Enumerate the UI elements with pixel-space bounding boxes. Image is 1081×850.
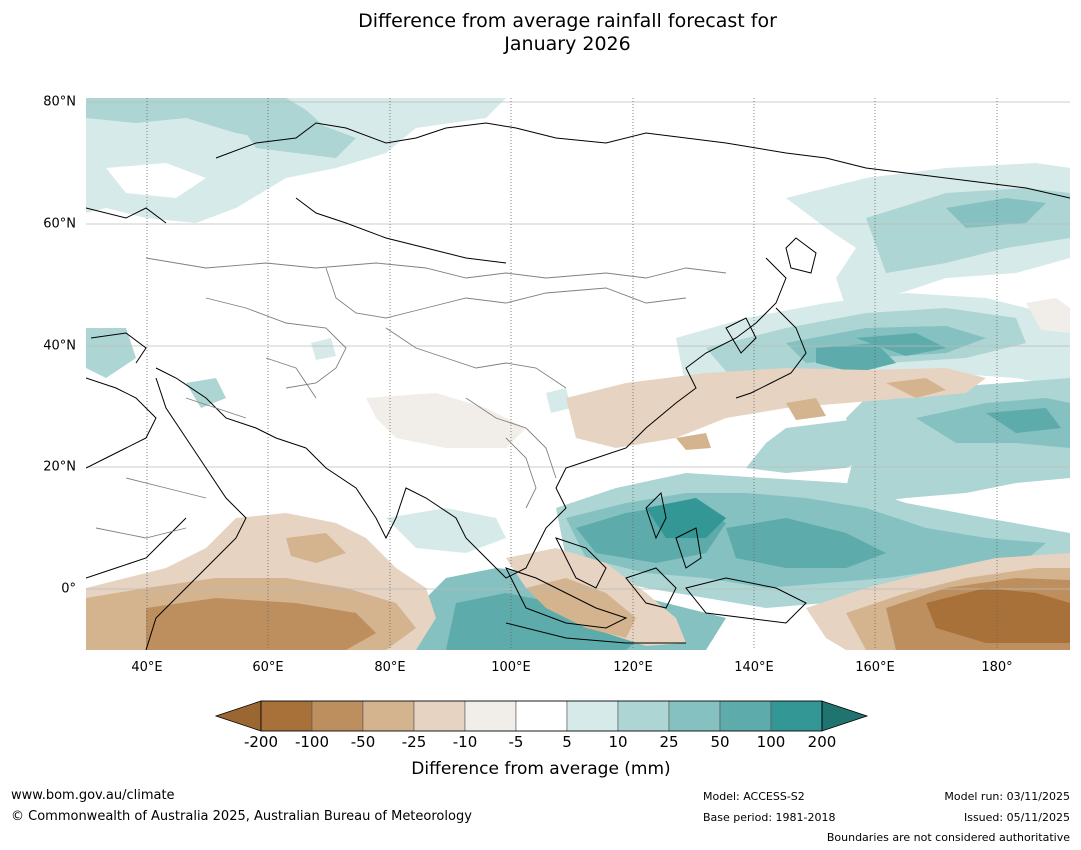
colorbar-tick-label: -10 (452, 733, 478, 751)
colorbar-tick-label: 50 (710, 733, 730, 751)
colorbar-tick-label: 5 (562, 733, 572, 751)
colorbar-below-arrow (214, 700, 262, 732)
y-tick-label: 80°N (43, 94, 76, 110)
x-tick-label: 80°E (374, 660, 406, 675)
rainfall-map (86, 98, 1070, 650)
meridians (146, 98, 998, 650)
x-tick-label: 100°E (491, 660, 531, 675)
model-name: Model: ACCESS-S2 (703, 790, 805, 803)
x-tick-label: 60°E (252, 660, 284, 675)
boundaries-disclaimer: Boundaries are not considered authoritat… (826, 831, 1070, 844)
x-tick-label: 120°E (613, 660, 653, 675)
y-tick-label: 20°N (43, 459, 76, 475)
map-canvas (86, 98, 1070, 650)
y-tick-label: 40°N (43, 338, 76, 354)
colorbar-above-arrow (821, 700, 869, 732)
colorbar-tick-label: -50 (350, 733, 376, 751)
colorbar-tick-label: 10 (608, 733, 628, 751)
y-tick-label: 60°N (43, 216, 76, 232)
colorbar-cell (311, 700, 364, 732)
title-line-1: Difference from average rainfall forecas… (358, 10, 777, 32)
colorbar-cell (515, 700, 568, 732)
website-link-text[interactable]: www.bom.gov.au/climate (11, 788, 175, 803)
model-run: Model run: 03/11/2025 (944, 790, 1070, 803)
issued-date: Issued: 05/11/2025 (963, 811, 1070, 824)
colorbar-cell (617, 700, 670, 732)
colorbar-cell (770, 700, 823, 732)
y-tick-label: 0° (61, 581, 76, 597)
colorbar-frame (260, 700, 823, 732)
country-boundaries (95, 257, 727, 539)
colorbar-cell (464, 700, 517, 732)
x-tick-label: 160°E (855, 660, 895, 675)
title-line-2: January 2026 (504, 33, 631, 55)
coastlines (86, 122, 1070, 650)
colorbar-cell (719, 700, 772, 732)
colorbar-cell (668, 700, 721, 732)
colorbar-tick-label: 25 (659, 733, 679, 751)
base-period: Base period: 1981-2018 (703, 811, 836, 824)
colorbar-cell (362, 700, 415, 732)
colorbar-title: Difference from average (mm) (411, 759, 671, 779)
colorbar-tick-label: 200 (807, 733, 837, 751)
copyright: © Commonwealth of Australia 2025, Austra… (11, 809, 472, 824)
colorbar-cell (260, 700, 313, 732)
colorbar-cell (566, 700, 619, 732)
colorbar-tick-label: 100 (756, 733, 786, 751)
colorbar-tick-label: -200 (243, 733, 279, 751)
colorbar-tick-label: -25 (401, 733, 427, 751)
x-tick-label: 180° (981, 660, 1013, 675)
chart-title: Difference from average rainfall forecas… (0, 10, 1081, 56)
dry-anomaly-areas (86, 298, 1070, 650)
x-tick-label: 40°E (131, 660, 163, 675)
website-link[interactable]: www.bom.gov.au/climate (11, 788, 175, 803)
colorbar-tick-label: -100 (294, 733, 330, 751)
graticule (86, 101, 1070, 590)
colorbar-cell (413, 700, 466, 732)
colorbar-tick-label: -5 (508, 733, 524, 751)
x-tick-label: 140°E (734, 660, 774, 675)
